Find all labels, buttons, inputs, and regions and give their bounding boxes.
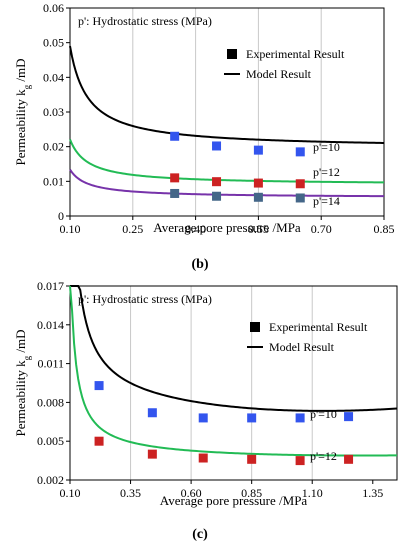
series-label: p'=12: [313, 165, 340, 179]
data-point: [212, 191, 222, 201]
y-tick-label: 0.03: [43, 105, 64, 119]
data-point: [295, 179, 305, 189]
data-point: [212, 141, 222, 151]
y-axis-label: Permeability kg /mD: [13, 58, 32, 165]
data-point: [247, 454, 257, 464]
x-tick-label: 0.70: [311, 222, 332, 236]
x-tick-label: 0.25: [122, 222, 143, 236]
x-tick-label: 0.85: [374, 222, 395, 236]
legend-label-experimental: Experimental Result: [269, 320, 368, 334]
x-tick-label: 0.35: [120, 486, 141, 500]
data-point: [295, 413, 305, 423]
legend-marker: [250, 322, 260, 332]
panel-label: (c): [192, 527, 208, 542]
y-tick-label: 0.02: [43, 140, 64, 154]
x-tick-label: 0.55: [248, 222, 269, 236]
x-tick-label: 1.35: [362, 486, 383, 500]
legend-label-model: Model Result: [246, 67, 312, 81]
series-label: p'=12: [310, 449, 337, 463]
y-axis-label: Permeability kg /mD: [13, 329, 32, 436]
data-point: [94, 436, 104, 446]
plot-frame: [69, 285, 398, 481]
legend-label-model: Model Result: [269, 340, 335, 354]
plot-frame: [69, 7, 385, 217]
data-point: [253, 192, 263, 202]
y-tick-label: 0: [58, 209, 64, 223]
data-point: [170, 131, 180, 141]
y-tick-label: 0.06: [43, 1, 64, 15]
data-point: [170, 173, 180, 183]
data-point: [94, 381, 104, 391]
chart-c: 0.10 0.35 0.60 0.85 1.10 1.35 0.002 0.005 0.008 0…: [13, 279, 398, 542]
x-axis-label: Average pore pressure /MPa: [160, 493, 308, 508]
x-tick-label: 0.60: [181, 486, 202, 500]
data-point: [147, 449, 157, 459]
data-point: [253, 178, 263, 188]
stress-note: p': Hydrostatic stress (MPa): [78, 292, 212, 306]
y-tick-label: 0.014: [37, 318, 64, 332]
data-point: [247, 413, 257, 423]
chart-b: 0.10 0.25 0.40 0.55 0.70 0.85 0 0.01 0.02 0.03 0.0…: [13, 1, 395, 272]
legend-marker: [227, 49, 237, 59]
data-point: [198, 413, 208, 423]
legend-label-experimental: Experimental Result: [246, 47, 345, 61]
y-tick-label: 0.05: [43, 36, 64, 50]
x-axis-label: Average pore pressure /MPa: [153, 220, 301, 235]
x-tick-label: 0.40: [185, 222, 206, 236]
series-label: p'=14: [313, 194, 340, 208]
model-curve: [70, 285, 398, 412]
data-point: [344, 454, 354, 464]
series-label: p'=10: [310, 407, 337, 421]
series-label: p'=10: [313, 140, 340, 154]
data-point: [147, 408, 157, 418]
y-tick-label: 0.01: [43, 174, 64, 188]
data-point: [212, 177, 222, 187]
y-tick-label: 0.005: [37, 434, 64, 448]
y-tick-label: 0.011: [37, 357, 64, 371]
y-tick-label: 0.008: [37, 395, 64, 409]
x-tick-label: 0.10: [60, 486, 81, 500]
stress-note: p': Hydrostatic stress (MPa): [78, 14, 212, 28]
panel-label: (b): [191, 257, 208, 272]
data-point: [344, 412, 354, 422]
x-tick-label: 1.10: [302, 486, 323, 500]
model-curve: [69, 45, 385, 144]
model-curve: [69, 139, 385, 184]
x-tick-label: 0.10: [60, 222, 81, 236]
data-point: [295, 193, 305, 203]
y-tick-label: 0.017: [37, 279, 64, 293]
data-point: [253, 145, 263, 155]
data-point: [295, 147, 305, 157]
x-tick-label: 0.85: [241, 486, 262, 500]
model-curve: [69, 285, 398, 457]
data-point: [170, 188, 180, 198]
data-point: [295, 456, 305, 466]
y-tick-label: 0.002: [37, 473, 64, 487]
data-point: [198, 453, 208, 463]
model-curve: [69, 168, 385, 198]
y-tick-label: 0.04: [43, 70, 64, 84]
